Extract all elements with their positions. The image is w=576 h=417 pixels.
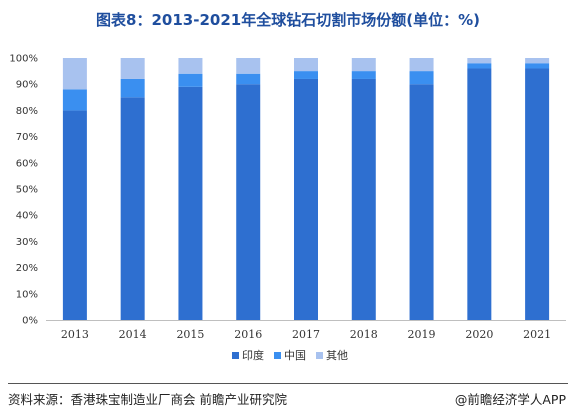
- x-tick-label: 2013: [61, 328, 89, 341]
- bar-segment-series-0: [294, 78, 318, 321]
- bar-segment-series-1: [120, 78, 145, 98]
- bar-segment-series-0: [351, 78, 376, 321]
- legend-swatch: [316, 352, 323, 359]
- bar-segment-series-2: [525, 58, 550, 64]
- bar-segment-series-1: [294, 71, 318, 79]
- bar-segment-series-0: [236, 84, 261, 320]
- x-tick-label: 2016: [234, 328, 262, 341]
- x-tick-label: 2014: [119, 328, 147, 341]
- bar-segment-series-2: [294, 58, 318, 72]
- bar-segment-series-0: [62, 110, 87, 321]
- y-axis: 0% 10% 20% 30% 40% 50% 60% 70% 80% 90% 100%: [9, 54, 38, 327]
- bars: [62, 58, 550, 321]
- bar-segment-series-2: [178, 58, 203, 74]
- bar-segment-series-1: [62, 89, 87, 111]
- y-tick-label: 70%: [16, 132, 38, 143]
- chart-title: 图表8：2013-2021年全球钻石切割市场份额(单位：%): [96, 11, 480, 29]
- y-tick-label: 40%: [16, 211, 38, 222]
- y-tick-label: 0%: [22, 316, 38, 327]
- legend: 印度 中国 其他: [232, 348, 348, 362]
- x-tick-label: 2015: [176, 328, 204, 341]
- y-tick-label: 90%: [16, 80, 38, 91]
- bar-segment-series-1: [178, 73, 203, 87]
- bar-segment-series-0: [409, 84, 434, 320]
- bar-segment-series-0: [467, 68, 492, 320]
- bar-segment-series-2: [409, 58, 434, 72]
- bar-segment-series-2: [467, 58, 492, 64]
- bar-segment-series-2: [351, 58, 376, 72]
- legend-swatch: [274, 352, 281, 359]
- legend-label: 中国: [284, 349, 306, 362]
- bar-segment-series-1: [236, 73, 261, 85]
- y-tick-label: 20%: [16, 263, 38, 274]
- x-axis: 2013 2014 2015 2016 2017 2018 2019 2020 2021: [46, 320, 566, 341]
- y-tick-label: 10%: [16, 289, 38, 300]
- legend-label: 印度: [242, 348, 264, 362]
- x-tick-label: 2019: [408, 328, 436, 341]
- footer-source: 资料来源：香港珠宝制造业厂商会 前瞻产业研究院: [8, 392, 287, 407]
- legend-label: 其他: [326, 349, 348, 362]
- bar-segment-series-2: [120, 58, 145, 79]
- y-tick-label: 80%: [16, 106, 38, 117]
- bar-segment-series-2: [236, 58, 261, 74]
- bar-segment-series-0: [525, 68, 550, 320]
- bar-segment-series-1: [525, 63, 550, 69]
- bar-segment-series-1: [467, 63, 492, 69]
- footer-brand: @前瞻经济学人APP: [454, 392, 566, 407]
- y-tick-label: 50%: [16, 185, 38, 196]
- bar-segment-series-1: [351, 71, 376, 79]
- footer-divider: [8, 383, 568, 384]
- x-tick-label: 2018: [350, 328, 378, 341]
- bar-segment-series-1: [409, 71, 434, 85]
- y-tick-label: 100%: [9, 54, 38, 65]
- bar-segment-series-0: [120, 97, 145, 320]
- x-tick-label: 2021: [523, 328, 551, 341]
- bar-segment-series-2: [62, 58, 87, 90]
- legend-swatch: [232, 352, 239, 359]
- y-tick-label: 30%: [16, 237, 38, 248]
- x-tick-label: 2017: [292, 328, 320, 341]
- x-tick-label: 2020: [465, 328, 493, 341]
- bar-segment-series-0: [178, 86, 203, 320]
- y-tick-label: 60%: [16, 158, 38, 169]
